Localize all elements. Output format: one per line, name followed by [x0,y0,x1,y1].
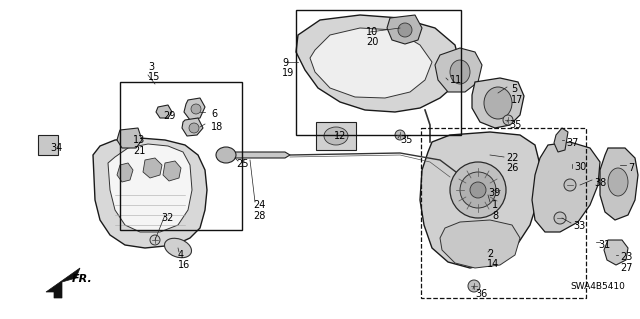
Text: 12: 12 [334,131,346,141]
Ellipse shape [608,168,628,196]
Ellipse shape [484,87,512,119]
Polygon shape [600,148,638,220]
Ellipse shape [324,127,348,145]
Text: FR.: FR. [72,274,93,284]
Text: 22: 22 [506,153,518,163]
Text: 19: 19 [282,68,294,78]
Polygon shape [108,144,192,232]
Text: 28: 28 [253,211,266,221]
Text: 36: 36 [475,289,487,299]
Text: 35: 35 [509,120,522,130]
Polygon shape [117,163,133,182]
Text: 27: 27 [620,263,632,273]
Polygon shape [420,132,540,268]
Ellipse shape [216,147,236,163]
Bar [316,122,356,150]
Polygon shape [296,15,460,112]
Polygon shape [117,128,142,148]
Text: 21: 21 [133,146,145,156]
Circle shape [503,115,513,125]
Text: 4: 4 [178,250,184,260]
Text: 38: 38 [594,178,606,188]
Text: 31: 31 [598,240,611,250]
Text: 13: 13 [133,135,145,145]
Text: 5: 5 [511,84,517,94]
Text: 6: 6 [211,109,217,119]
Text: 9: 9 [282,58,288,68]
Polygon shape [143,158,162,178]
Polygon shape [435,48,482,92]
Text: 7: 7 [628,163,634,173]
Ellipse shape [189,123,199,133]
Text: 37: 37 [566,138,579,148]
Circle shape [554,212,566,224]
Polygon shape [310,28,432,98]
Circle shape [450,162,506,218]
Text: 18: 18 [211,122,223,132]
Circle shape [468,280,480,292]
Polygon shape [554,128,568,152]
Bar [421,128,586,298]
Text: 17: 17 [511,95,524,105]
Bar [38,135,58,155]
Text: 10: 10 [366,27,378,37]
Polygon shape [182,118,203,136]
Bar [120,82,242,230]
Polygon shape [227,152,290,158]
Text: 8: 8 [492,211,498,221]
Polygon shape [93,138,207,248]
Text: 32: 32 [161,213,173,223]
Circle shape [150,235,160,245]
Circle shape [470,182,486,198]
Text: 34: 34 [50,143,62,153]
Text: 30: 30 [574,162,586,172]
Text: 33: 33 [573,221,585,231]
Ellipse shape [450,60,470,84]
Text: 16: 16 [178,260,190,270]
Text: 26: 26 [506,163,518,173]
Ellipse shape [398,23,412,37]
Polygon shape [46,268,80,298]
Circle shape [564,179,576,191]
Polygon shape [440,220,520,268]
Text: 39: 39 [488,188,500,198]
Polygon shape [184,98,205,120]
Polygon shape [156,105,172,118]
Ellipse shape [191,104,201,114]
Circle shape [460,172,496,208]
Text: 1: 1 [492,200,498,210]
Text: 14: 14 [487,259,499,269]
Text: 29: 29 [163,111,175,121]
Polygon shape [532,142,600,232]
Polygon shape [387,15,422,44]
Text: SWA4B5410: SWA4B5410 [570,282,625,291]
Text: 24: 24 [253,200,266,210]
Text: 15: 15 [148,72,161,82]
Polygon shape [163,161,181,181]
Text: 35: 35 [400,135,412,145]
Text: 25: 25 [236,159,248,169]
Bar [296,10,461,135]
Text: 11: 11 [450,75,462,85]
Text: 20: 20 [366,37,378,47]
Polygon shape [604,240,628,265]
Polygon shape [472,78,524,128]
Text: 23: 23 [620,252,632,262]
Text: 2: 2 [487,249,493,259]
Ellipse shape [164,238,191,258]
Text: 3: 3 [148,62,154,72]
Circle shape [395,130,405,140]
